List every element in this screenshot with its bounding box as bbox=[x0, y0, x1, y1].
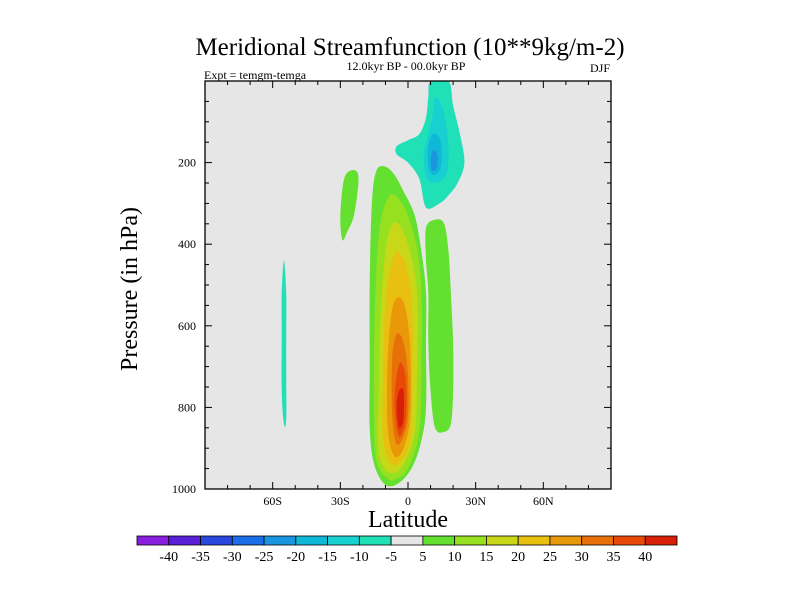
colorbar-label: 30 bbox=[575, 550, 589, 565]
colorbar-label: -15 bbox=[318, 550, 337, 565]
y-tick-label: 1000 bbox=[172, 482, 196, 496]
colorbar-label: 10 bbox=[448, 550, 462, 565]
colorbar-label: -40 bbox=[159, 550, 178, 565]
colorbar-swatch bbox=[231, 535, 265, 546]
colorbar: -40 -35 -30 -25 -20 -15 -10 -5 5 10 15 20 25 30 35 40 bbox=[136, 535, 678, 565]
colorbar-label: -30 bbox=[223, 550, 242, 565]
left-string: Expt = temgm-temga bbox=[204, 68, 307, 82]
y-axis-title: Pressure (in hPa) bbox=[117, 207, 143, 371]
y-tick-label: 600 bbox=[178, 319, 196, 333]
colorbar-label: 25 bbox=[543, 550, 557, 565]
colorbar-label: -10 bbox=[350, 550, 369, 565]
colorbar-swatch bbox=[454, 535, 487, 546]
colorbar-label: -25 bbox=[255, 550, 274, 565]
colorbar-label: 35 bbox=[606, 550, 620, 565]
y-tick-label: 400 bbox=[178, 237, 196, 251]
contour-upper-negative-cell bbox=[430, 150, 438, 171]
contour-layer bbox=[281, 81, 465, 487]
right-string: DJF bbox=[590, 61, 610, 75]
colorbar-swatch bbox=[581, 535, 614, 546]
y-axis: 200 400 600 800 1000 bbox=[172, 100, 611, 496]
x-axis-title: Latitude bbox=[368, 507, 448, 533]
colorbar-swatch bbox=[390, 535, 424, 546]
colorbar-label: 40 bbox=[638, 550, 652, 565]
x-tick-label: 0 bbox=[405, 494, 411, 508]
center-string: 12.0kyr BP - 00.0kyr BP bbox=[347, 59, 466, 73]
colorbar-swatch bbox=[200, 535, 233, 546]
x-axis: 60S 30S 0 30N 60N bbox=[227, 81, 589, 508]
y-tick-label: 200 bbox=[178, 156, 196, 170]
colorbar-swatch bbox=[422, 535, 456, 546]
colorbar-swatch bbox=[136, 535, 170, 546]
contour-left-negative-strip bbox=[281, 260, 287, 427]
colorbar-swatch bbox=[613, 535, 646, 546]
colorbar-swatch bbox=[517, 535, 551, 546]
x-tick-label: 30S bbox=[331, 494, 350, 508]
colorbar-label: 15 bbox=[479, 550, 493, 565]
y-tick-label: 800 bbox=[178, 400, 196, 414]
colorbar-swatch bbox=[486, 535, 519, 546]
contour-right-positive-strip bbox=[425, 219, 454, 433]
colorbar-swatch bbox=[263, 535, 297, 546]
colorbar-swatch bbox=[168, 535, 201, 546]
x-tick-label: 60N bbox=[533, 494, 554, 508]
x-tick-label: 60S bbox=[263, 494, 282, 508]
contour-positive-cell bbox=[396, 388, 405, 429]
x-tick-label: 30N bbox=[465, 494, 486, 508]
colorbar-swatch bbox=[327, 535, 360, 546]
colorbar-label: 20 bbox=[511, 550, 525, 565]
colorbar-label: 5 bbox=[419, 550, 426, 565]
colorbar-label: -35 bbox=[191, 550, 210, 565]
colorbar-swatch bbox=[295, 535, 328, 546]
contour-left-positive-patch bbox=[340, 169, 359, 241]
colorbar-swatch bbox=[644, 535, 678, 546]
colorbar-swatch bbox=[549, 535, 583, 546]
colorbar-label: -5 bbox=[385, 550, 397, 565]
colorbar-swatch bbox=[358, 535, 392, 546]
colorbar-label: -20 bbox=[286, 550, 305, 565]
chart-title: Meridional Streamfunction (10**9kg/m-2) bbox=[195, 34, 624, 61]
